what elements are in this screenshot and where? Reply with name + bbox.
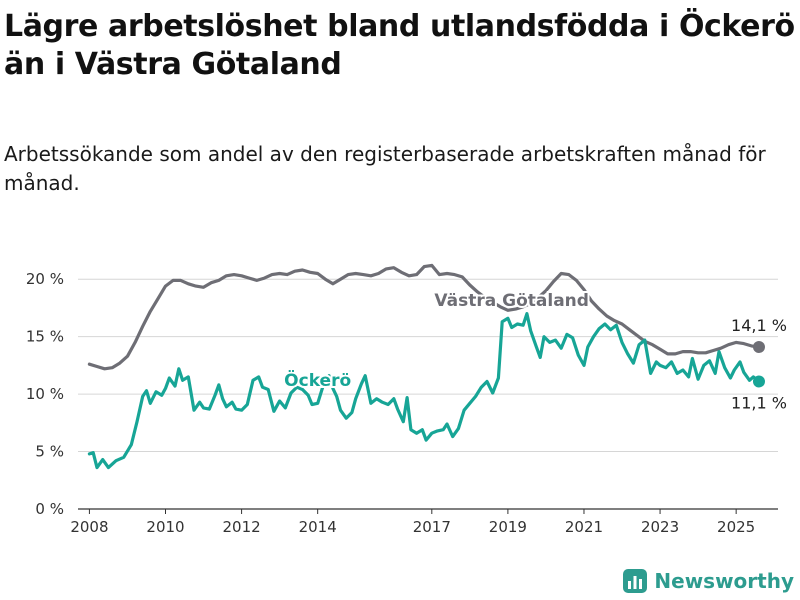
- x-tick-label: 2010: [146, 518, 184, 536]
- y-tick-label: 15 %: [26, 328, 64, 346]
- y-tick-label: 0 %: [35, 500, 64, 518]
- series-labels: Västra Götaland Öckerö 14,1 % 11,1 %: [282, 289, 789, 414]
- chart-subtitle: Arbetssökande som andel av den registerb…: [4, 142, 766, 195]
- x-tick-label: 2021: [565, 518, 603, 536]
- chart-title: Lägre arbetslöshet bland utlandsfödda i …: [4, 9, 795, 82]
- x-tick-label: 2008: [70, 518, 108, 536]
- x-tick-label: 2017: [413, 518, 451, 536]
- series-label-ockero: Öckerö: [284, 369, 351, 391]
- end-value-label-vastra-gotaland: 14,1 %: [731, 316, 787, 335]
- series-label-vastra-gotaland: Västra Götaland: [434, 291, 589, 311]
- series-line-ockero: [87, 312, 761, 470]
- series-lines: [87, 263, 765, 470]
- y-tick-label: 5 %: [35, 443, 64, 461]
- series-line-vastra-gotaland: [87, 263, 761, 371]
- series-end-point: [752, 341, 765, 354]
- series-end-point: [752, 375, 765, 388]
- x-tick-label: 2012: [222, 518, 260, 536]
- newsworthy-logo-icon: [623, 569, 648, 593]
- brand-name: Newsworthy: [654, 569, 794, 593]
- x-tick-label: 2025: [717, 518, 755, 536]
- end-value-label-ockero: 11,1 %: [731, 393, 787, 412]
- x-tick-label: 2023: [641, 518, 679, 536]
- y-tick-label: 10 %: [26, 385, 64, 403]
- brand-logo: Newsworthy: [622, 568, 794, 594]
- x-tick-label: 2014: [299, 518, 337, 536]
- y-tick-label: 20 %: [26, 270, 64, 288]
- y-axis-labels: 0 % 5 % 10 % 15 % 20 %: [26, 270, 64, 518]
- x-axis: 2008 2010 2012 2014 2017 2019 2021 2023 2025: [70, 509, 755, 536]
- grid-lines: [78, 278, 778, 510]
- x-tick-label: 2019: [489, 518, 527, 536]
